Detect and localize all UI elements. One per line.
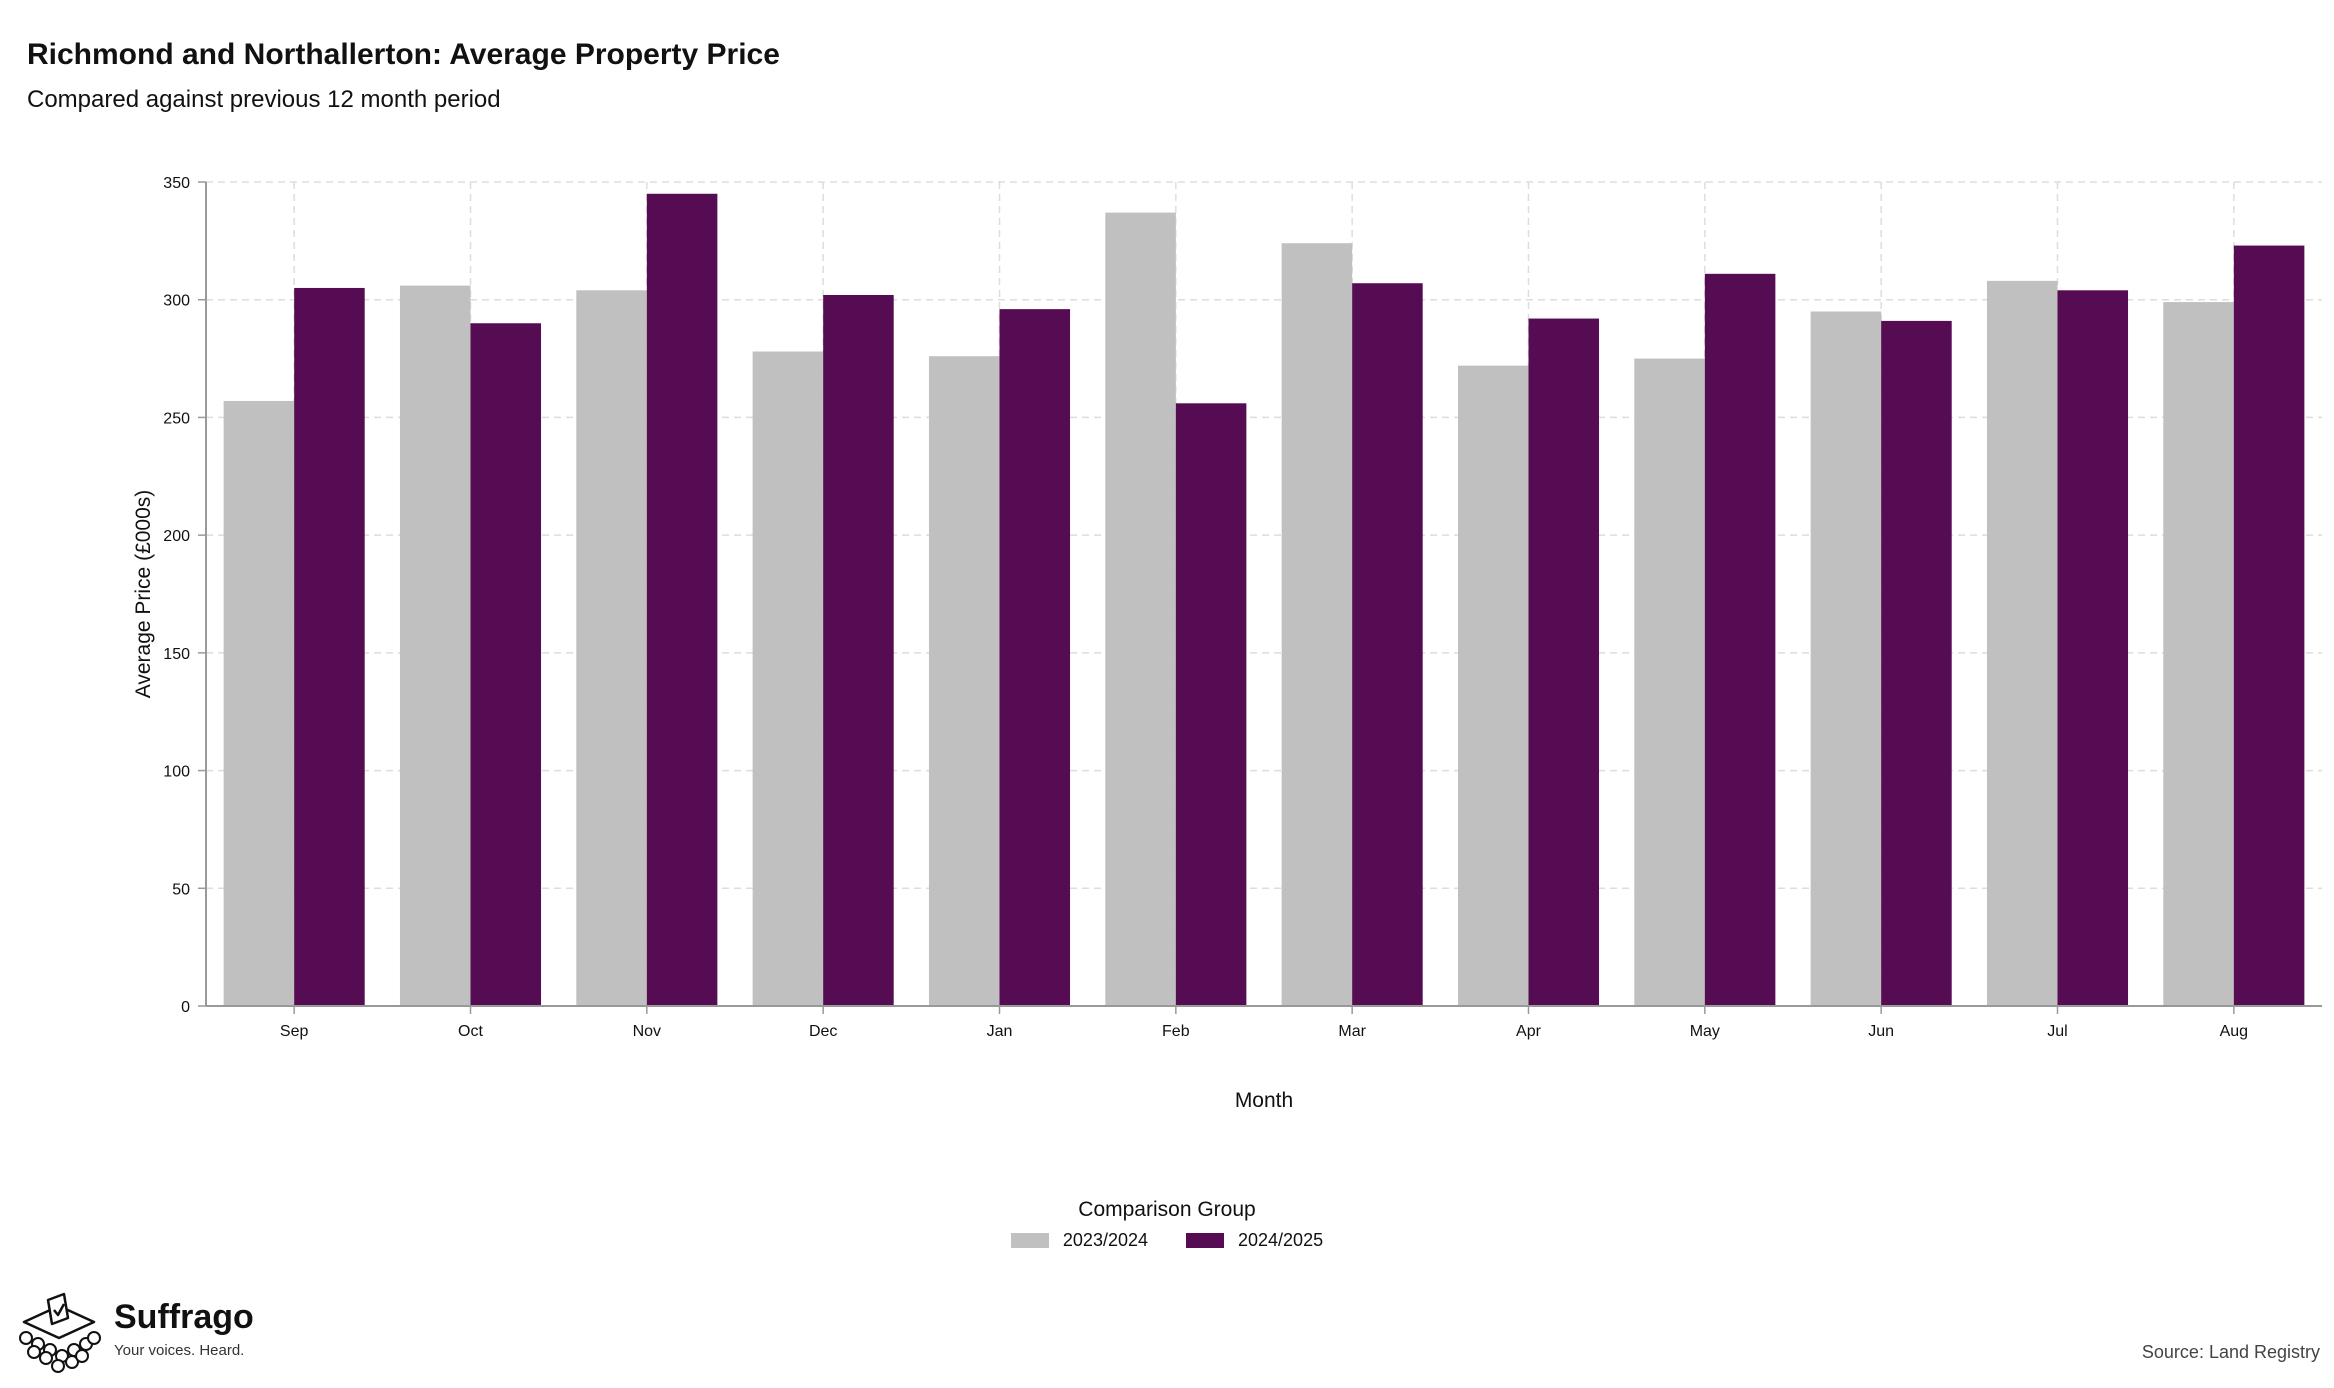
y-tick-label: 150: [163, 646, 190, 663]
brand-text: Suffrago Your voices. Heard.: [114, 1292, 254, 1359]
bar-series-1: [2163, 302, 2234, 1006]
bar-series-2: [2233, 245, 2305, 1006]
x-tick-label: Jun: [1868, 1023, 1894, 1040]
bar-series-2: [999, 309, 1071, 1006]
source-note: Source: Land Registry: [2141, 1342, 2320, 1362]
x-tick-label: Aug: [2220, 1023, 2248, 1040]
bar-series-2: [1528, 318, 1600, 1006]
y-tick-label: 250: [163, 410, 190, 427]
x-tick-label: Sep: [280, 1023, 309, 1040]
x-tick-label: Feb: [1162, 1023, 1190, 1040]
x-axis-title: Month: [1235, 1089, 1293, 1112]
legend-label-series-2: 2024/2025: [1238, 1230, 1324, 1250]
x-tick-label: Oct: [458, 1023, 483, 1040]
bar-series-1: [752, 351, 824, 1007]
x-tick-label: Mar: [1338, 1023, 1366, 1040]
y-tick-label: 200: [163, 528, 190, 545]
bar-series-2: [1352, 283, 1423, 1007]
bar-series-1: [1810, 311, 1882, 1006]
bar-series-1: [1457, 365, 1529, 1006]
x-tick-label: Jul: [2047, 1023, 2067, 1040]
x-tick-label: Apr: [1516, 1023, 1542, 1040]
brand-tagline: Your voices. Heard.: [114, 1342, 245, 1359]
x-tick-label: Nov: [633, 1023, 661, 1040]
x-tick-label: Jan: [987, 1023, 1013, 1040]
bar-series-1: [1634, 358, 1705, 1007]
bar-series-2: [1704, 273, 1776, 1006]
tick-labels: 0 50 100 150 200 250 300 350 Sep Oct Nov Dec Jan Feb M…: [163, 175, 2248, 1040]
legend-label-series-1: 2023/2024: [1062, 1230, 1148, 1250]
x-tick-label: May: [1690, 1023, 1720, 1040]
bar-series-2: [646, 193, 718, 1006]
brand: Suffrago Your voices. Heard.: [14, 1292, 254, 1374]
bar-series-2: [2057, 290, 2129, 1007]
bar-series-1: [1986, 280, 2058, 1006]
y-tick-label: 0: [181, 999, 190, 1016]
bar-series-1: [223, 400, 295, 1006]
bar-chart: 0 50 100 150 200 250 300 350 Sep Oct Nov Dec Jan Feb M…: [132, 175, 2322, 1112]
y-tick-label: 50: [172, 881, 190, 898]
legend-title: Comparison Group: [1078, 1198, 1256, 1221]
bar-series-2: [1175, 403, 1247, 1006]
brand-name: Suffrago: [114, 1298, 254, 1336]
legend-swatch-series-1: [1010, 1233, 1049, 1248]
bar-series-2: [294, 287, 365, 1006]
y-axis-title: Average Price (£000s): [132, 490, 155, 699]
legend-items: 2023/2024 2024/2025: [1010, 1230, 1323, 1251]
bar-series-1: [1281, 243, 1353, 1006]
x-tick-label: Dec: [809, 1023, 837, 1040]
ballot-box-logo-icon: [19, 1292, 101, 1373]
chart-subtitle: Compared against previous 12 month perio…: [27, 86, 501, 113]
bar-series-2: [823, 295, 894, 1006]
bars: [223, 193, 2305, 1007]
legend-swatch-series-2: [1186, 1233, 1224, 1248]
y-tick-label: 100: [163, 764, 190, 781]
bar-series-1: [399, 285, 471, 1006]
bar-series-2: [470, 323, 542, 1006]
y-tick-label: 300: [163, 293, 190, 310]
bar-series-2: [1881, 320, 1952, 1007]
legend-item-series-1: 2023/2024: [1010, 1230, 1148, 1251]
axes: [198, 181, 2322, 1014]
bar-series-1: [576, 290, 647, 1007]
legend: Comparison Group 2023/2024 2024/2025: [0, 1198, 2334, 1253]
chart-title: Richmond and Northallerton: Average Prop…: [27, 38, 780, 71]
y-tick-label: 350: [163, 175, 190, 192]
legend-item-series-2: 2024/2025: [1186, 1230, 1323, 1251]
bar-series-1: [928, 356, 1000, 1006]
bar-series-1: [1105, 212, 1176, 1006]
